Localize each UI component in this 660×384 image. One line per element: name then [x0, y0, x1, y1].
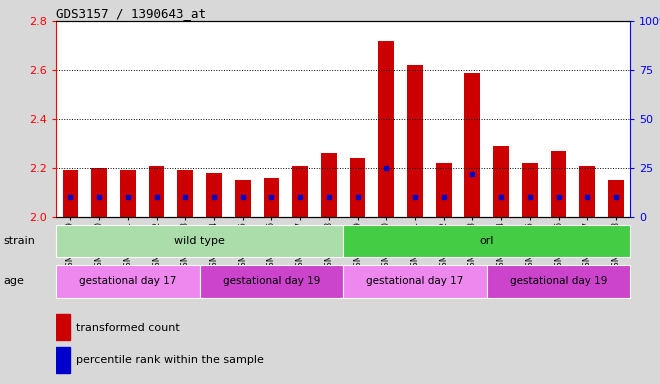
Bar [579, 166, 595, 217]
Bar [321, 153, 337, 217]
Bar [199, 265, 343, 298]
Bar [56, 265, 199, 298]
Text: percentile rank within the sample: percentile rank within the sample [76, 356, 264, 366]
Bar [378, 41, 394, 217]
Bar [120, 170, 136, 217]
Bar [206, 173, 222, 217]
Bar [56, 347, 71, 373]
Bar [550, 151, 566, 217]
Bar [522, 163, 538, 217]
Bar [56, 225, 343, 257]
Bar [407, 65, 423, 217]
Bar [91, 168, 107, 217]
Bar [436, 163, 451, 217]
Bar [343, 265, 487, 298]
Bar [148, 166, 164, 217]
Text: GDS3157 / 1390643_at: GDS3157 / 1390643_at [56, 7, 206, 20]
Bar [465, 73, 480, 217]
Text: strain: strain [3, 236, 35, 246]
Bar [56, 314, 71, 340]
Bar [235, 180, 251, 217]
Text: gestational day 19: gestational day 19 [222, 276, 320, 286]
Text: transformed count: transformed count [76, 323, 180, 333]
Bar [343, 225, 630, 257]
Text: gestational day 17: gestational day 17 [366, 276, 464, 286]
Bar [608, 180, 624, 217]
Bar [63, 170, 79, 217]
Text: gestational day 17: gestational day 17 [79, 276, 177, 286]
Bar [178, 170, 193, 217]
Bar [487, 265, 630, 298]
Text: orl: orl [480, 236, 494, 246]
Text: gestational day 19: gestational day 19 [510, 276, 607, 286]
Text: wild type: wild type [174, 236, 225, 246]
Text: age: age [3, 276, 24, 286]
Bar [292, 166, 308, 217]
Bar [493, 146, 509, 217]
Bar [350, 158, 366, 217]
Bar [263, 178, 279, 217]
